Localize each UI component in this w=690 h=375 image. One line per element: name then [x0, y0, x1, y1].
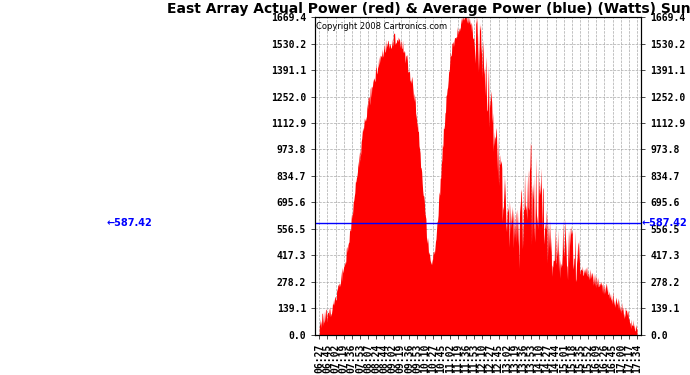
Text: Copyright 2008 Cartronics.com: Copyright 2008 Cartronics.com: [316, 22, 447, 31]
Text: ←587.42: ←587.42: [106, 218, 152, 228]
Text: ←587.42: ←587.42: [642, 218, 687, 228]
Title: East Array Actual Power (red) & Average Power (blue) (Watts) Sun Mar 2 17:43: East Array Actual Power (red) & Average …: [167, 2, 690, 16]
